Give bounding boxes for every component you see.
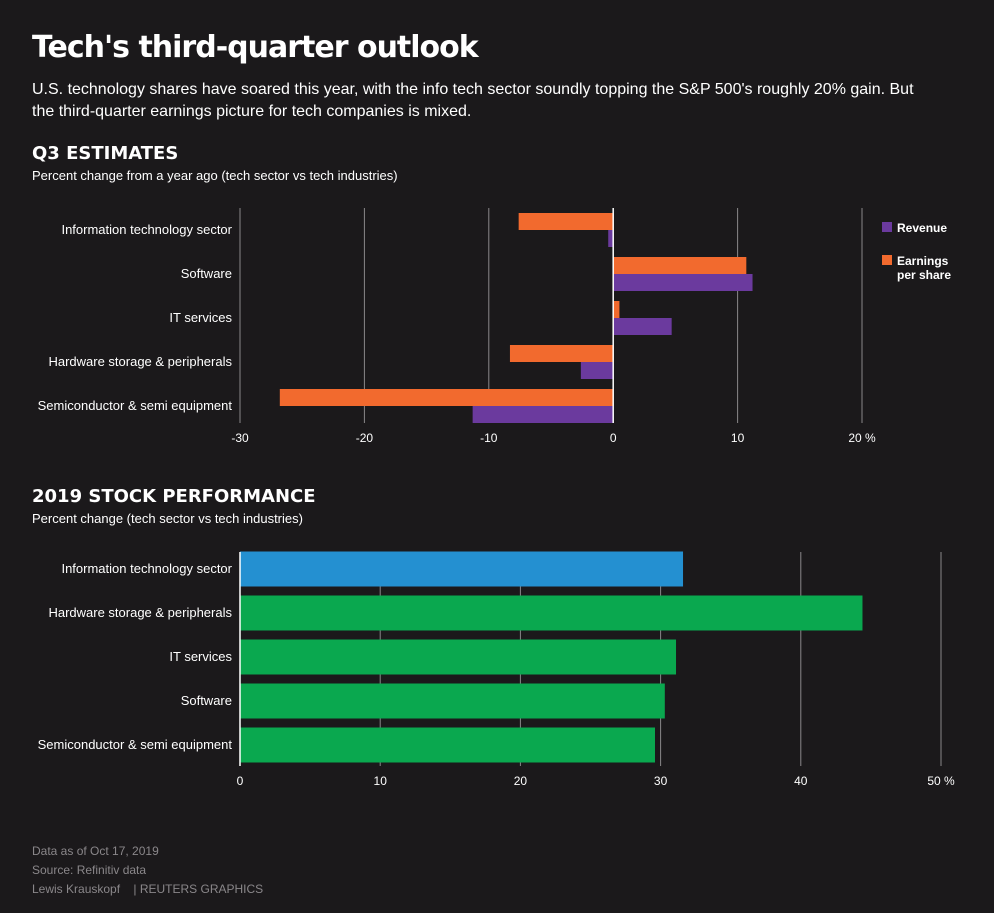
category-label: Software bbox=[181, 693, 232, 708]
category-label: Software bbox=[181, 266, 232, 281]
footer: Data as of Oct 17, 2019 Source: Refiniti… bbox=[32, 842, 263, 899]
x-tick-label: 0 bbox=[610, 431, 617, 445]
bar-earnings-per-share bbox=[613, 257, 747, 274]
x-tick-label: 20 % bbox=[848, 431, 876, 445]
bar-earnings-per-share bbox=[279, 389, 614, 406]
category-label: IT services bbox=[169, 649, 232, 664]
q3-estimates-chart: -30 -20 -10 0 10 20 % Information technology s… bbox=[38, 208, 951, 445]
category-label: Hardware storage & peripherals bbox=[48, 354, 232, 369]
bar-revenue bbox=[613, 318, 672, 335]
footer-source: Source: Refinitiv data bbox=[32, 863, 147, 877]
legend-label: Earnings bbox=[897, 254, 949, 268]
x-tick-label: -30 bbox=[231, 431, 249, 445]
stock-section-title: 2019 STOCK PERFORMANCE bbox=[32, 486, 316, 507]
x-tick-label: 0 bbox=[237, 774, 244, 788]
bar-stock-performance bbox=[240, 639, 677, 675]
category-label: Hardware storage & peripherals bbox=[48, 605, 232, 620]
q3-section-title: Q3 ESTIMATES bbox=[32, 143, 179, 164]
bar-stock-performance bbox=[240, 727, 655, 763]
x-tick-label: 30 bbox=[654, 774, 668, 788]
bar-earnings-per-share bbox=[613, 301, 620, 318]
chart-subtitle: U.S. technology shares have soared this … bbox=[32, 81, 914, 120]
chart-title: Tech's third-quarter outlook bbox=[32, 30, 479, 65]
legend-label: Revenue bbox=[897, 221, 947, 235]
x-tick-label: 10 bbox=[731, 431, 745, 445]
bar-stock-performance bbox=[240, 595, 863, 631]
bar-stock-performance bbox=[240, 551, 684, 587]
bar-earnings-per-share bbox=[518, 213, 614, 230]
bar-revenue bbox=[613, 274, 753, 291]
legend-swatch bbox=[882, 222, 892, 232]
bar-revenue bbox=[580, 362, 614, 379]
footer-credit: Lewis Krauskopf | REUTERS GRAPHICS bbox=[32, 882, 264, 896]
footer-date: Data as of Oct 17, 2019 bbox=[32, 844, 159, 858]
bar-revenue bbox=[472, 406, 614, 423]
q3-section-subtitle: Percent change from a year ago (tech sec… bbox=[32, 168, 398, 183]
legend-swatch bbox=[882, 255, 892, 265]
x-tick-label: 50 % bbox=[927, 774, 955, 788]
stock-performance-chart: 0 10 20 30 40 50 % Information technology sect… bbox=[38, 551, 955, 788]
stock-section-subtitle: Percent change (tech sector vs tech indu… bbox=[32, 511, 303, 526]
bar-revenue bbox=[608, 230, 614, 247]
x-tick-label: -10 bbox=[480, 431, 498, 445]
bar-earnings-per-share bbox=[509, 345, 614, 362]
category-label: Information technology sector bbox=[61, 222, 232, 237]
category-label: Semiconductor & semi equipment bbox=[38, 737, 233, 752]
x-tick-label: 40 bbox=[794, 774, 808, 788]
x-tick-label: 10 bbox=[374, 774, 388, 788]
bar-stock-performance bbox=[240, 683, 665, 719]
x-tick-label: 20 bbox=[514, 774, 528, 788]
category-label: Semiconductor & semi equipment bbox=[38, 398, 233, 413]
legend-label: per share bbox=[897, 268, 951, 282]
category-label: Information technology sector bbox=[61, 561, 232, 576]
category-label: IT services bbox=[169, 310, 232, 325]
x-tick-label: -20 bbox=[356, 431, 374, 445]
